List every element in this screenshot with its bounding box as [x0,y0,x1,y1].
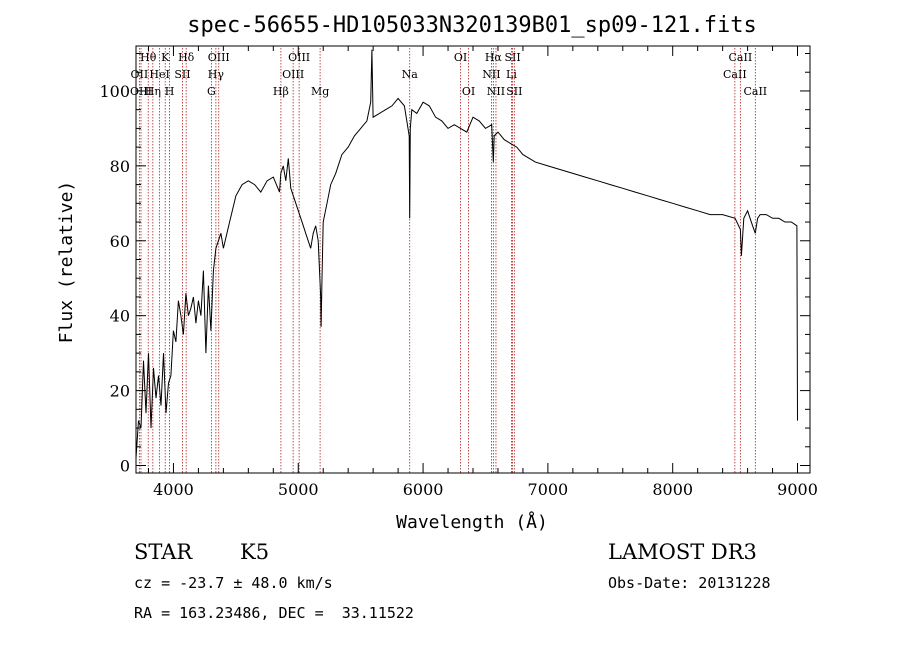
line-marker-labels: HθOIIOIIIHηHeIKHSIIHδGHγOIIIHβOIIIOIIIMg… [130,51,767,98]
line-marker-label: OIII [208,51,230,64]
line-marker-label: Na [402,68,419,81]
line-marker-label: HeI [149,68,169,81]
line-marker-label: Li [506,68,517,81]
redshift-readout: cz = -23.7 ± 48.0 km/s [134,574,333,592]
line-marker-label: Hδ [178,51,195,64]
y-tick-label: 40 [110,307,130,326]
coordinates-readout: RA = 163.23486, DEC = 33.11522 [134,604,414,622]
line-marker-label: G [207,85,216,98]
x-tick-label: 4000 [153,480,194,499]
x-tick-label: 8000 [652,480,693,499]
x-tick-label: 5000 [278,480,319,499]
y-tick-label: 80 [110,157,130,176]
line-marker-label: OIII [130,85,152,98]
plot-frame [135,45,811,474]
line-marker-label: K [161,51,170,64]
line-marker-label: CaII [729,51,753,64]
obs-date: Obs-Date: 20131228 [608,574,771,592]
line-marker-label: OIII [288,51,310,64]
y-tick-label: 0 [120,457,130,476]
line-marker-label: OIII [282,68,304,81]
line-marker-label: SII [174,68,190,81]
line-marker-label: NII [482,68,500,81]
x-axis-label: Wavelength (Å) [396,511,548,533]
line-marker-label: SII [506,85,522,98]
line-marker-label: NII [487,85,505,98]
line-marker-label: OI [454,51,467,64]
line-marker-label: Mg [311,85,329,98]
object-class: STAR [134,540,193,564]
line-marker-label: Hα [485,51,503,64]
axis-ticks: 4000 5000 6000 7000 8000 9000 0 20 40 60 80 100 [99,46,818,499]
line-marker-label: CaII [723,68,747,81]
y-tick-label: 100 [99,82,130,101]
line-marker-label: Hη [145,85,161,98]
x-tick-label: 9000 [777,480,818,499]
x-tick-label: 7000 [528,480,569,499]
line-marker-label: Hθ [140,51,157,64]
survey-name: LAMOST DR3 [608,540,757,564]
y-tick-label: 20 [110,382,130,401]
line-marker-label: Hγ [208,68,225,81]
x-tick-label: 6000 [403,480,444,499]
y-axis-label: Flux (relative) [56,181,77,344]
line-markers [138,48,756,473]
line-marker-label: Hβ [273,85,289,98]
y-tick-label: 60 [110,232,130,251]
spectrum-line [135,49,798,459]
line-marker-label: CaII [743,85,767,98]
object-subclass: K5 [240,540,270,564]
line-marker-label: OI [462,85,475,98]
line-marker-label: H [165,85,175,98]
line-marker-label: SII [504,51,520,64]
line-marker-label: OII [131,68,149,81]
chart-title: spec-56655-HD105033N320139B01_sp09-121.f… [187,13,757,38]
